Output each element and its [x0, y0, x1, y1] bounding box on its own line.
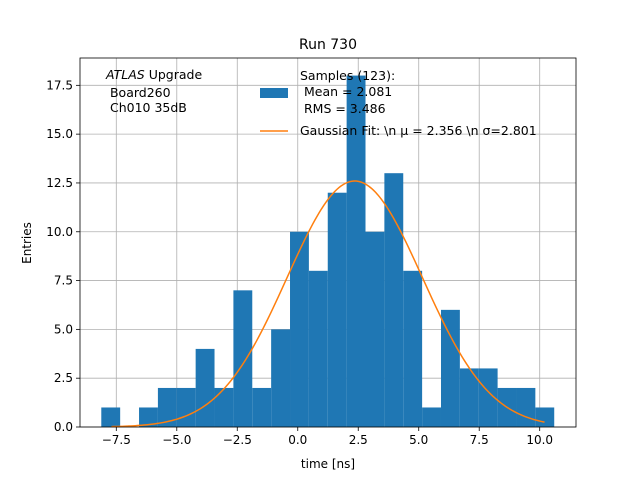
histogram-bar — [139, 407, 158, 427]
histogram-bars — [101, 75, 555, 428]
annotation-atlas: ATLAS — [105, 67, 145, 82]
x-tick-label: 10.0 — [526, 433, 553, 447]
y-tick-label: 17.5 — [46, 78, 73, 92]
histogram-bar — [422, 407, 441, 427]
x-tick-label: 0.0 — [288, 433, 307, 447]
legend-samples-label: Samples (123): — [300, 68, 395, 83]
axis-ticks: −7.5 −5.0 −2.5 0.0 2.5 5.0 7.5 10.0 0.0 2.5 5.0 7.5… — [46, 78, 553, 447]
annotation-upgrade: Upgrade — [145, 67, 203, 82]
histogram-bar — [516, 387, 536, 427]
histogram-bar — [365, 231, 385, 427]
x-tick-label: 2.5 — [349, 433, 368, 447]
histogram-bar — [440, 309, 460, 427]
y-axis-label: Entries — [20, 222, 34, 264]
histogram-bar — [327, 192, 347, 427]
histogram-bar — [535, 407, 555, 427]
histogram-bar — [403, 270, 423, 427]
x-tick-label: 5.0 — [409, 433, 428, 447]
histogram-bar — [195, 348, 215, 427]
histogram-bar — [252, 387, 272, 427]
x-tick-label: −5.0 — [162, 433, 191, 447]
gaussian-fit-line — [111, 180, 545, 428]
y-tick-label: 10.0 — [46, 225, 73, 239]
histogram-bar — [384, 173, 404, 427]
histogram-bar — [176, 387, 196, 427]
histogram-bar — [290, 231, 309, 427]
histogram-bar — [214, 387, 234, 427]
x-axis-label: time [ns] — [301, 457, 355, 471]
histogram-bar — [157, 387, 177, 427]
histogram-bar — [346, 75, 366, 428]
y-tick-label: 5.0 — [54, 322, 73, 336]
svg-text:ATLAS Upgrade: ATLAS Upgrade — [105, 67, 202, 82]
histogram-bar — [459, 368, 479, 427]
y-tick-label: 2.5 — [54, 371, 73, 385]
annotation-channel: Ch010 35dB — [106, 100, 187, 115]
legend-fit-label: Gaussian Fit: \n μ = 2.356 \n σ=2.801 — [300, 123, 537, 138]
annotation-board: Board260 — [106, 85, 171, 100]
y-tick-label: 15.0 — [46, 127, 73, 141]
atlas-annotation: ATLAS Upgrade Board260 Ch010 35dB — [105, 67, 202, 115]
legend-rms-label: RMS = 3.486 — [300, 101, 386, 116]
histogram-bar — [308, 270, 328, 427]
histogram-bar — [233, 290, 253, 427]
histogram-bar — [478, 368, 498, 427]
y-tick-label: 7.5 — [54, 274, 73, 288]
chart-title: Run 730 — [299, 37, 357, 53]
axes-frame — [79, 57, 577, 428]
histogram-bar — [271, 329, 291, 427]
legend-mean-label: Mean = 2.081 — [300, 84, 392, 99]
x-tick-label: −2.5 — [223, 433, 252, 447]
legend: Samples (123): Mean = 2.081 RMS = 3.486 … — [260, 68, 537, 138]
y-tick-label: 12.5 — [46, 176, 73, 190]
x-tick-label: −7.5 — [102, 433, 131, 447]
legend-histogram-swatch — [260, 88, 288, 98]
y-tick-label: 0.0 — [54, 420, 73, 434]
histogram-bar — [101, 407, 121, 427]
x-tick-label: 7.5 — [470, 433, 489, 447]
